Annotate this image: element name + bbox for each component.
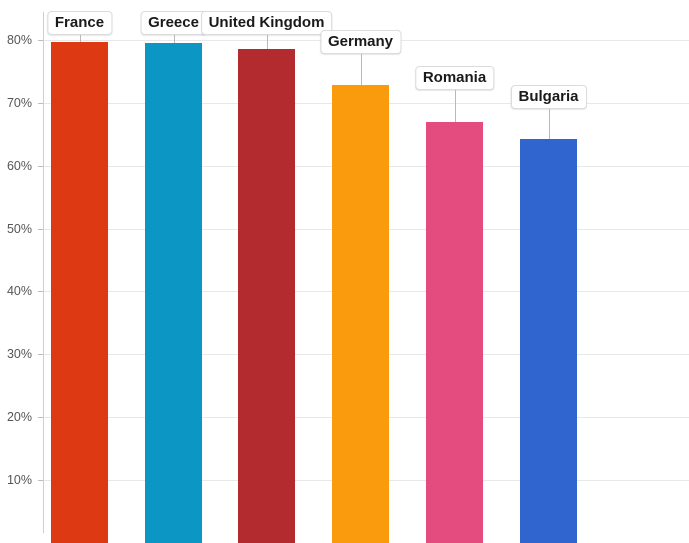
- y-axis-tick: [38, 417, 43, 419]
- y-axis-tick: [38, 354, 43, 356]
- bar-label-romania: Romania: [414, 66, 495, 90]
- bar-label-united-kingdom: United Kingdom: [200, 11, 333, 35]
- bar[interactable]: [332, 85, 389, 543]
- bar-label-greece: Greece: [140, 11, 207, 35]
- y-axis-tick-label: 80%: [6, 33, 32, 47]
- label-connector-line: [360, 54, 362, 86]
- y-axis-tick-label: 20%: [6, 410, 32, 425]
- y-axis-tick-label: 60%: [6, 158, 32, 173]
- bar[interactable]: [238, 49, 295, 543]
- bar-label-france: France: [46, 11, 113, 35]
- label-connector-line: [173, 35, 175, 43]
- bar[interactable]: [520, 139, 577, 543]
- bar-label-bulgaria: Bulgaria: [510, 85, 587, 109]
- y-axis-tick: [38, 228, 43, 230]
- y-axis-tick-label: 50%: [6, 221, 32, 236]
- label-connector-line: [548, 109, 550, 140]
- label-connector-line: [266, 35, 268, 50]
- y-axis-tick: [38, 291, 43, 293]
- y-axis-tick-label: 30%: [6, 347, 32, 362]
- y-axis-tick: [38, 40, 43, 41]
- label-connector-line: [454, 90, 456, 122]
- bar[interactable]: [426, 121, 483, 543]
- y-axis-tick-label: 70%: [6, 95, 32, 110]
- y-axis-tick-label: 40%: [6, 284, 32, 299]
- bar[interactable]: [145, 42, 202, 543]
- y-axis-tick: [38, 165, 43, 167]
- y-axis-line: [43, 12, 44, 533]
- bar-label-germany: Germany: [319, 30, 402, 54]
- bar[interactable]: [51, 41, 108, 543]
- label-connector-line: [79, 35, 81, 42]
- y-axis-tick: [38, 102, 43, 104]
- y-axis-tick: [38, 480, 43, 481]
- y-axis-tick-label: 10%: [6, 473, 32, 487]
